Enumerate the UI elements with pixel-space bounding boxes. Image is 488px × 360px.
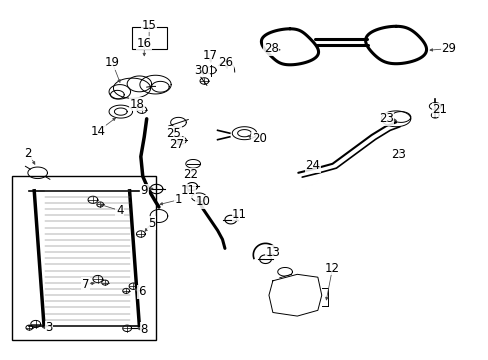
Text: 3: 3 [45, 321, 53, 334]
Text: 28: 28 [264, 42, 278, 55]
Text: 23: 23 [378, 112, 393, 125]
Text: 2: 2 [24, 147, 32, 159]
Text: 14: 14 [90, 125, 105, 138]
Text: 12: 12 [325, 262, 339, 275]
Text: 20: 20 [251, 132, 266, 145]
Text: 27: 27 [169, 138, 184, 150]
Text: 10: 10 [195, 195, 210, 208]
Polygon shape [268, 274, 321, 316]
Text: 17: 17 [203, 49, 217, 62]
Text: 25: 25 [166, 127, 181, 140]
Text: 8: 8 [140, 323, 148, 336]
Text: 7: 7 [81, 278, 89, 291]
Text: 6: 6 [138, 285, 145, 298]
Bar [132, 27, 167, 49]
Text: 30: 30 [194, 64, 209, 77]
Text: 26: 26 [218, 57, 233, 69]
Text: 22: 22 [183, 168, 198, 181]
Text: 15: 15 [142, 19, 156, 32]
Text: 11: 11 [232, 208, 246, 221]
Text: 19: 19 [105, 57, 120, 69]
Bar [12, 176, 156, 340]
Text: 13: 13 [265, 246, 280, 258]
Text: 18: 18 [129, 98, 144, 111]
Text: 24: 24 [305, 159, 320, 172]
Text: 11: 11 [181, 184, 195, 197]
Text: 23: 23 [390, 148, 405, 161]
Text: 9: 9 [140, 184, 148, 197]
Text: 29: 29 [441, 42, 455, 55]
Text: 1: 1 [174, 193, 182, 206]
Text: 5: 5 [147, 217, 155, 230]
Text: 21: 21 [432, 103, 447, 116]
Text: 16: 16 [137, 37, 151, 50]
Text: 4: 4 [116, 204, 123, 217]
